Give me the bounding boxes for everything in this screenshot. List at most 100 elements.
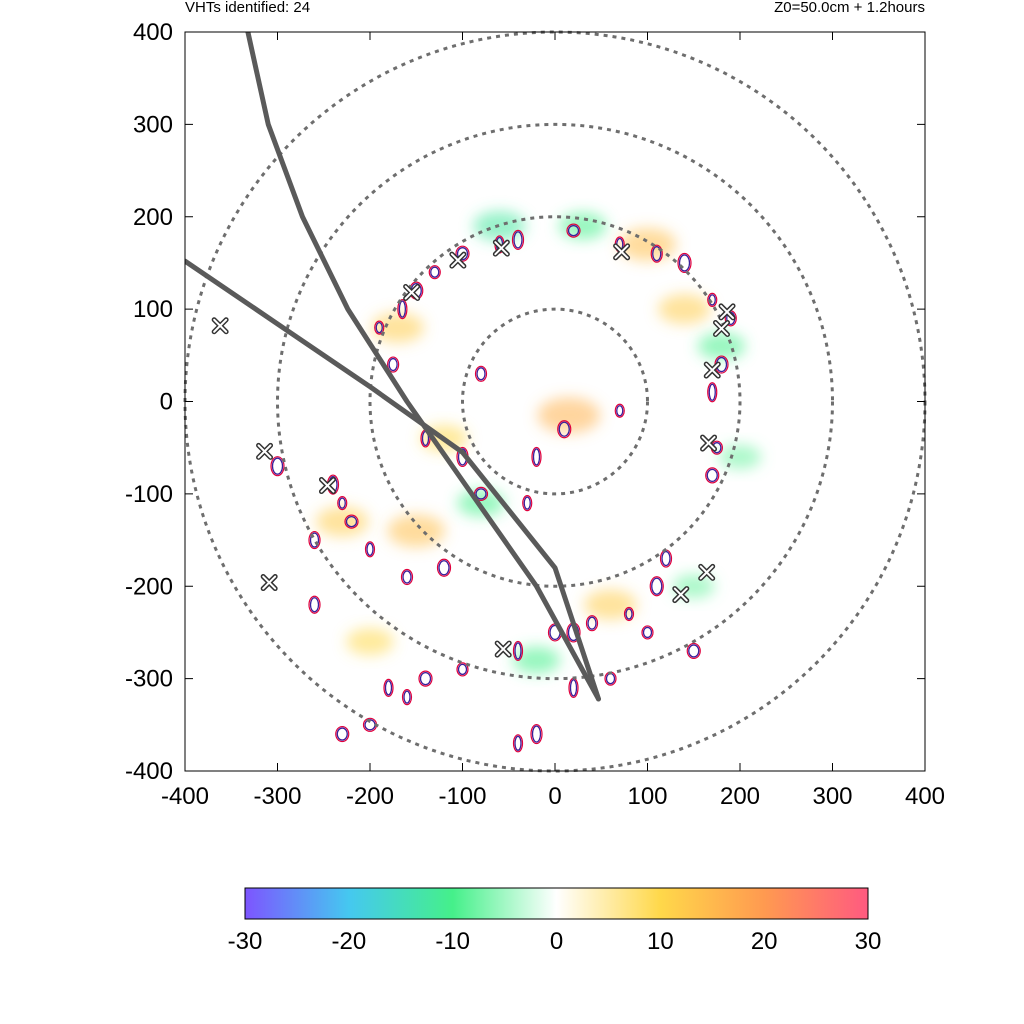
contour (511, 229, 525, 250)
contour-inner (605, 672, 616, 685)
contour-outer (512, 734, 524, 753)
vht-marker (718, 303, 736, 321)
contour-outer (531, 446, 542, 468)
field-blob (387, 514, 446, 548)
contour-outer (566, 223, 581, 238)
field-blob (584, 589, 637, 620)
contour-inner (457, 663, 468, 676)
vht-marker-fill (714, 321, 729, 336)
range-ring (461, 307, 649, 496)
contour-outer (677, 252, 692, 274)
vht-marker-fill (450, 253, 465, 268)
colorbar-gradient (244, 887, 869, 920)
contour-inner (708, 383, 716, 401)
contour (337, 496, 348, 511)
vht-marker-fill (494, 241, 509, 256)
contour-inner (430, 266, 440, 278)
vht-marker (318, 477, 336, 495)
contour-outer (623, 606, 635, 622)
x-tick-label: 200 (720, 783, 760, 810)
contour-outer (641, 625, 654, 640)
contour (641, 625, 654, 640)
vht-marker-fill (320, 478, 335, 493)
x-tick-label: 400 (905, 783, 945, 810)
vht-marker (672, 586, 690, 604)
colorbar-tick-label: 30 (855, 928, 882, 955)
colorbar-tick-label: -30 (228, 928, 263, 955)
contour-outer (428, 265, 441, 280)
x-tick-label: -400 (161, 783, 209, 810)
vht-marker-fill (701, 436, 716, 451)
field-blob (537, 397, 601, 434)
field-blob (315, 506, 369, 537)
contour-inner (532, 448, 541, 466)
vht-marker (494, 640, 512, 658)
contour-inner (438, 560, 450, 576)
contour-outer (401, 688, 413, 706)
contour-outer (522, 495, 533, 512)
y-tick-label: 400 (133, 19, 173, 46)
contour (418, 670, 433, 687)
contour (585, 615, 599, 632)
field-blob (697, 332, 746, 360)
vht-marker (613, 243, 631, 261)
vht-marker-fill (720, 304, 735, 319)
contour (614, 403, 625, 418)
contour-inner (419, 671, 432, 686)
contour (270, 456, 285, 477)
contour-inner (309, 597, 320, 613)
x-tick-label: -200 (346, 783, 394, 810)
x-tick-label: 0 (548, 783, 561, 810)
contour-inner (706, 468, 718, 483)
contour-inner (678, 254, 691, 272)
contour (530, 723, 543, 745)
contour (705, 467, 720, 484)
contour (707, 382, 718, 403)
vht-marker (713, 320, 730, 338)
colorbar-tick-label: 0 (550, 928, 563, 955)
vht-marker (449, 251, 467, 269)
vht-marker-fill (262, 575, 277, 590)
contour (677, 252, 692, 274)
contour-outer (418, 670, 433, 687)
contour-outer (436, 558, 452, 577)
vht-count-label: VHTs identified: 24 (185, 0, 310, 16)
contour-inner (398, 300, 407, 318)
contour-inner (587, 616, 597, 630)
vht-marker (211, 317, 229, 335)
contour-inner (625, 608, 633, 620)
vht-marker-fill (404, 285, 419, 300)
vht-marker-fill (614, 244, 629, 259)
contour (308, 595, 321, 614)
contour-outer (364, 541, 376, 558)
vht-marker-fill (213, 318, 228, 333)
contour-outer (707, 292, 718, 307)
vht-markers (211, 239, 736, 658)
contour (686, 642, 701, 660)
field-blob (473, 210, 526, 242)
contour-inner (514, 735, 522, 751)
contour-outer (270, 456, 285, 477)
vht-marker (260, 574, 278, 592)
y-tick-label: -100 (125, 481, 173, 508)
contour-inner (616, 405, 624, 417)
contour-inner (569, 679, 578, 697)
contour-outer (707, 382, 718, 403)
contour (364, 541, 376, 558)
colorbar-tick-label: 10 (647, 928, 674, 955)
contour-inner (688, 644, 700, 658)
contour (436, 558, 452, 577)
contour-inner (336, 727, 348, 741)
contour (566, 223, 581, 238)
field-blob (371, 312, 425, 343)
contour (400, 568, 414, 586)
contour-inner (384, 680, 393, 696)
contour (568, 677, 579, 698)
contour (383, 678, 394, 697)
contour-inner (388, 357, 398, 372)
colorbar-tick-label: -20 (331, 928, 366, 955)
contour (401, 688, 413, 706)
contour-outer (650, 244, 663, 263)
contour-outer (705, 467, 720, 484)
contour-inner (475, 488, 487, 500)
